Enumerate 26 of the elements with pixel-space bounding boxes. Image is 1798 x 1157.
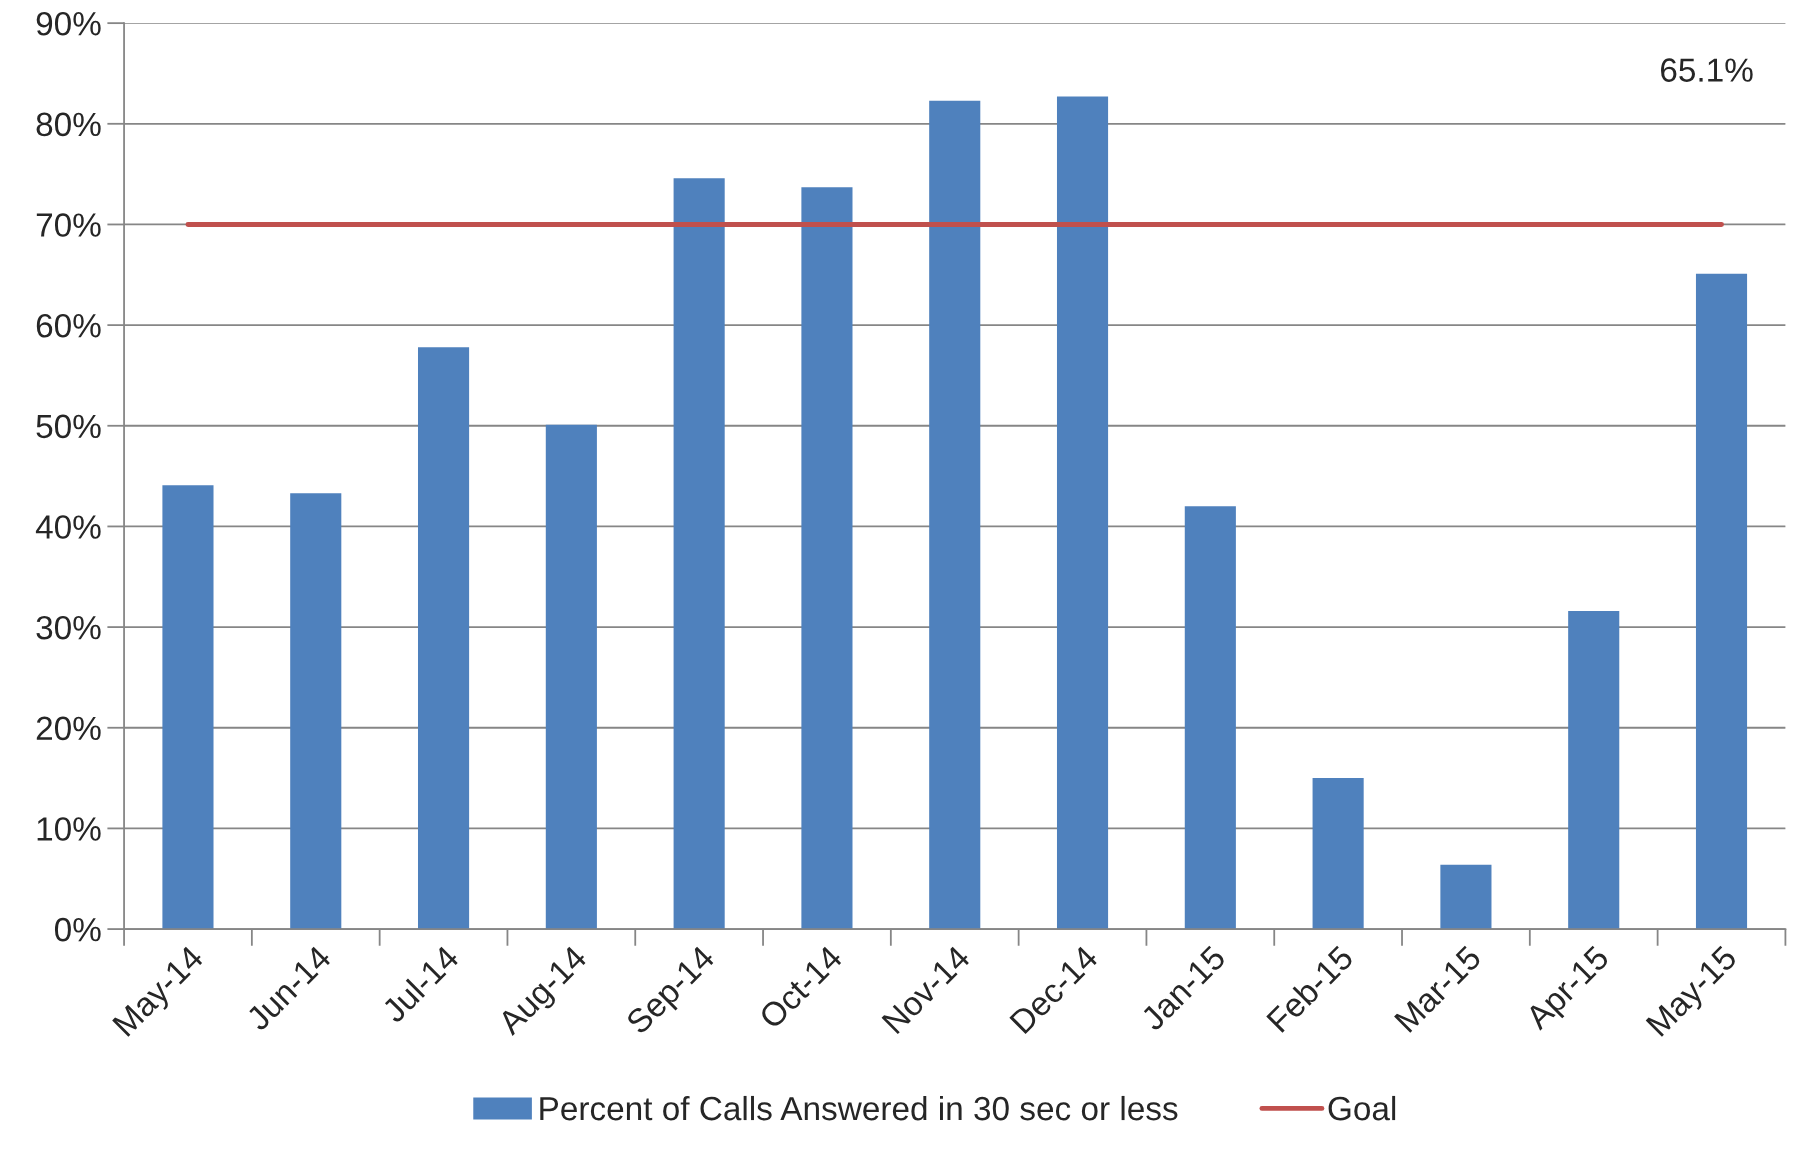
y-tick-label: 90% xyxy=(36,11,101,36)
y-tick-label: 10% xyxy=(37,817,101,841)
legend-label: Goal xyxy=(1328,1095,1396,1121)
y-tick-label: 70% xyxy=(36,213,101,237)
y-tick-label: 60% xyxy=(36,313,101,338)
legend-label: Percent of Calls Answered in 30 sec or less xyxy=(540,1095,1178,1121)
y-tick-label: 20% xyxy=(36,716,101,741)
bar xyxy=(1184,506,1236,930)
bar xyxy=(290,493,342,930)
bar xyxy=(1056,96,1109,930)
bar xyxy=(801,187,853,930)
bar xyxy=(673,178,725,930)
y-tick-label: 30% xyxy=(36,615,101,640)
y-tick-label: 40% xyxy=(35,515,101,539)
annotation: 65.1% xyxy=(1661,58,1753,82)
bar xyxy=(1568,610,1620,930)
bar xyxy=(545,424,597,930)
y-tick-label: 0% xyxy=(54,917,101,942)
y-tick-label: 50% xyxy=(36,414,101,439)
bar xyxy=(417,347,470,930)
bar xyxy=(1695,273,1748,930)
bar xyxy=(929,100,981,930)
y-tick-label: 80% xyxy=(36,112,101,137)
bar xyxy=(1440,864,1492,930)
bar xyxy=(162,485,214,930)
bar xyxy=(1312,778,1364,930)
